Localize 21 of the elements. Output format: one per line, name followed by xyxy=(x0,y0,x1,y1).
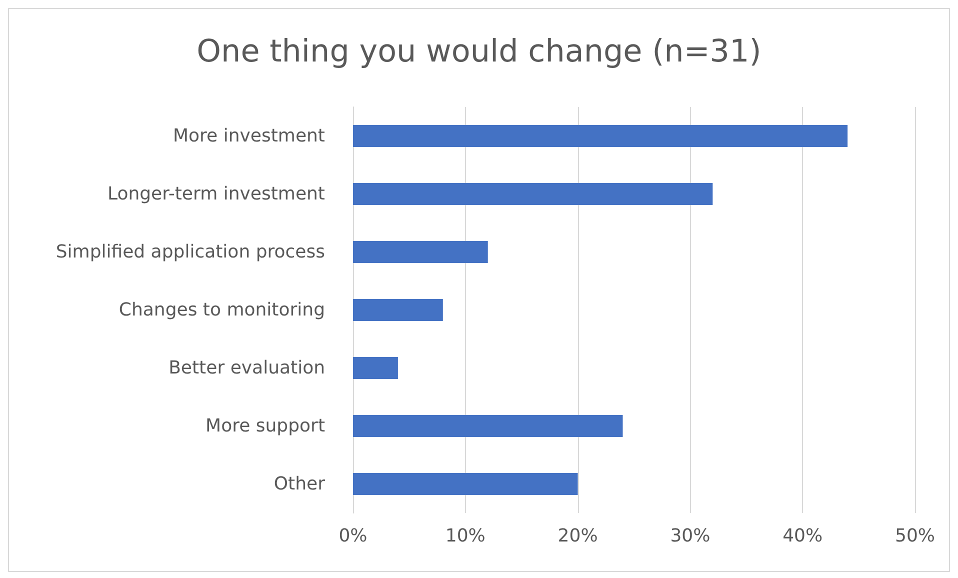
y-tick-label: Longer-term investment xyxy=(108,184,325,204)
y-tick-label: More support xyxy=(206,416,325,436)
x-tick-label: 0% xyxy=(338,526,368,546)
x-tick-label: 40% xyxy=(782,526,823,546)
bar xyxy=(353,298,443,322)
bar xyxy=(353,414,623,438)
x-tick-label: 50% xyxy=(894,526,936,546)
y-tick-label: Changes to monitoring xyxy=(118,300,325,320)
bar xyxy=(353,124,848,148)
x-tick-label: 20% xyxy=(558,526,598,546)
x-tick-label: 30% xyxy=(670,526,710,546)
bar xyxy=(353,240,488,264)
y-tick-label: Better evaluation xyxy=(168,358,325,378)
y-tick-label: More investment xyxy=(173,126,325,146)
bar xyxy=(353,182,713,206)
x-tick-label: 10% xyxy=(445,526,486,546)
bar xyxy=(353,356,398,380)
y-tick-label: Other xyxy=(274,474,326,494)
y-tick-label: Simplified application process xyxy=(56,242,325,262)
chart-title: One thing you would change (n=31) xyxy=(196,34,762,70)
bar xyxy=(353,472,578,496)
